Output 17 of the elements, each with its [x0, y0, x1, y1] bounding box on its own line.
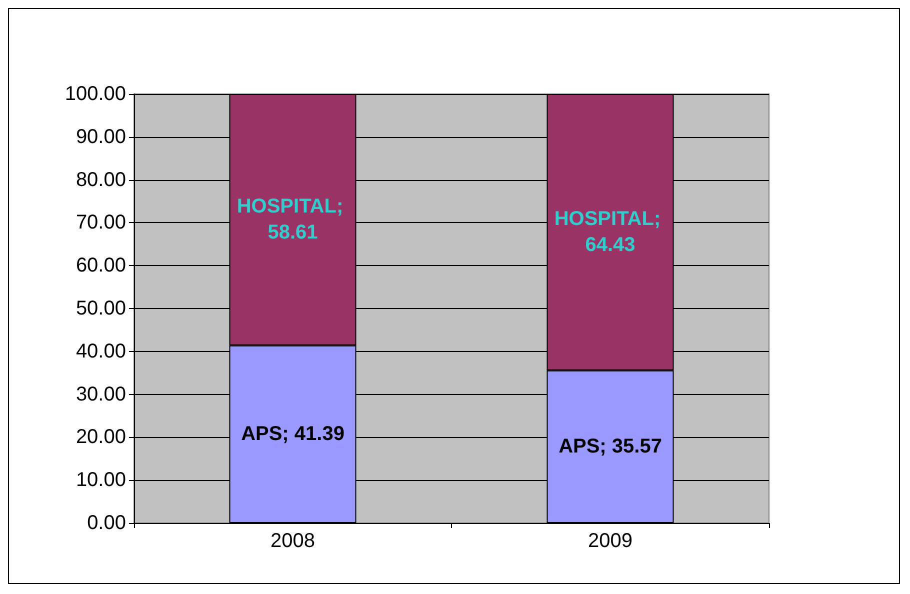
- y-tick-label: 90.00: [76, 126, 126, 148]
- data-label: APS; 41.39: [241, 423, 344, 446]
- y-tick-label: 20.00: [76, 426, 126, 448]
- y-tick-label: 40.00: [76, 340, 126, 362]
- y-tick-label: 0.00: [87, 512, 126, 534]
- data-label: APS; 35.57: [558, 436, 662, 458]
- y-tick-label: 100.00: [64, 83, 126, 105]
- y-tick-label: 70.00: [76, 212, 126, 234]
- x-tick-label: 2009: [588, 530, 632, 552]
- data-label: HOSPITAL; 58.61: [236, 196, 349, 244]
- x-tick-label: 2008: [270, 530, 315, 552]
- y-tick-label: 50.00: [76, 298, 126, 320]
- data-label: HOSPITAL; 64.43: [554, 208, 666, 256]
- y-tick-label: 30.00: [76, 383, 126, 406]
- y-tick-label: 60.00: [76, 254, 126, 277]
- y-tick-label: 10.00: [76, 469, 126, 492]
- y-tick-label: 80.00: [76, 168, 126, 191]
